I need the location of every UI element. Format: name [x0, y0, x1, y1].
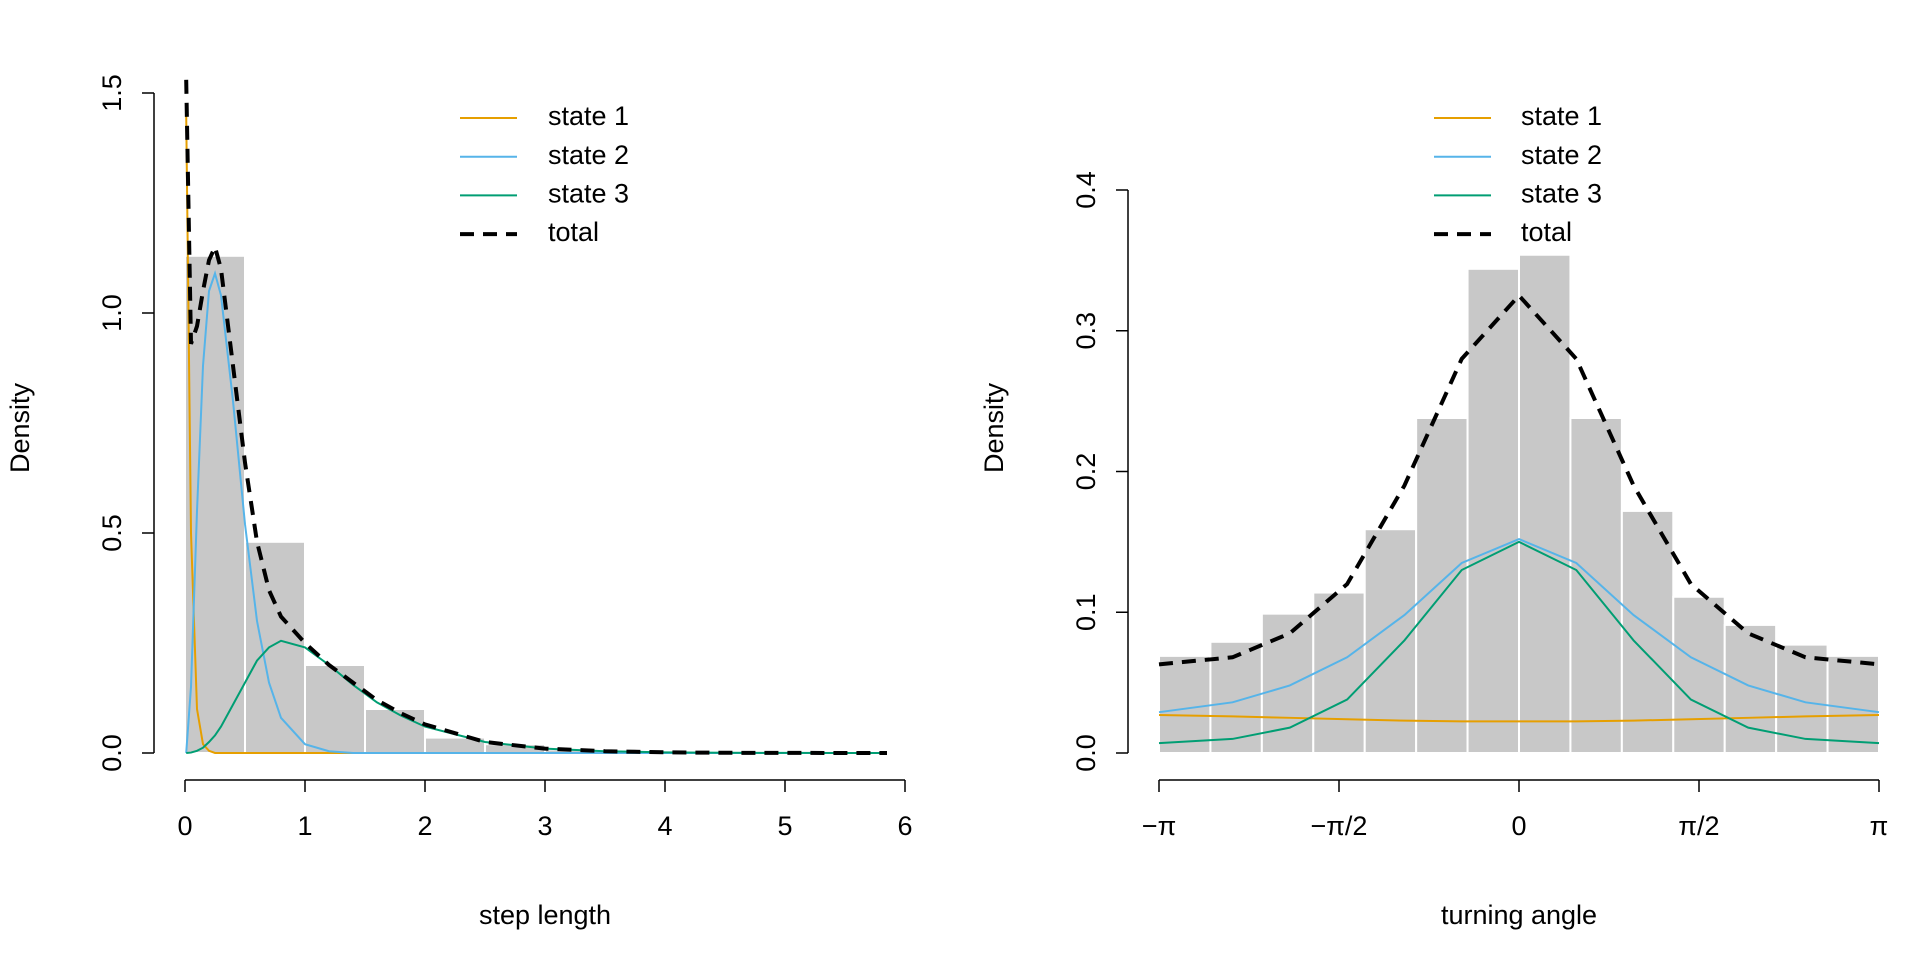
legend-label: state 2 — [1521, 140, 1602, 170]
x-axis-title: step length — [479, 900, 611, 930]
x-tick-label: 4 — [657, 811, 672, 841]
legend-label: state 1 — [548, 101, 629, 131]
histogram-bar — [1828, 656, 1879, 753]
y-tick-label: 0.4 — [1071, 171, 1101, 209]
x-axis-title: turning angle — [1441, 900, 1597, 930]
legend-label: state 3 — [1521, 179, 1602, 209]
histogram-bar — [1313, 593, 1364, 753]
y-tick-label: 0.2 — [1071, 453, 1101, 491]
x-tick-label: −π/2 — [1311, 811, 1368, 841]
histogram-bar — [365, 709, 425, 753]
y-axis-title: Density — [5, 382, 35, 473]
x-tick-label: 0 — [1511, 811, 1526, 841]
legend-label: total — [548, 217, 599, 247]
x-tick-label: −π — [1142, 811, 1176, 841]
legend-label: state 3 — [548, 179, 629, 209]
x-tick-label: 0 — [177, 811, 192, 841]
y-tick-label: 1.0 — [97, 294, 127, 332]
histogram-bar — [1416, 418, 1467, 753]
histogram-bar — [1159, 656, 1210, 753]
histogram-bar — [245, 542, 305, 753]
x-tick-label: 6 — [897, 811, 912, 841]
x-tick-label: π — [1870, 811, 1889, 841]
histogram-bar — [1622, 511, 1673, 753]
histogram-bar — [1776, 645, 1827, 753]
y-axis-title: Density — [979, 382, 1009, 473]
legend-label: state 1 — [1521, 101, 1602, 131]
x-tick-label: 1 — [297, 811, 312, 841]
histogram-bar — [1570, 418, 1621, 753]
x-tick-label: 3 — [537, 811, 552, 841]
y-tick-label: 0.1 — [1071, 593, 1101, 631]
y-tick-label: 0.3 — [1071, 312, 1101, 350]
legend-label: total — [1521, 217, 1572, 247]
histogram-bar — [305, 665, 365, 753]
y-tick-label: 0.0 — [97, 734, 127, 772]
legend-label: state 2 — [548, 140, 629, 170]
y-tick-label: 0.0 — [1071, 734, 1101, 772]
x-tick-label: 5 — [777, 811, 792, 841]
x-tick-label: 2 — [417, 811, 432, 841]
histogram-bar — [1725, 625, 1776, 753]
x-tick-label: π/2 — [1678, 811, 1719, 841]
y-tick-label: 0.5 — [97, 514, 127, 552]
histogram-bar — [1673, 597, 1724, 753]
histogram-bar — [1519, 255, 1570, 753]
y-tick-label: 1.5 — [97, 74, 127, 112]
